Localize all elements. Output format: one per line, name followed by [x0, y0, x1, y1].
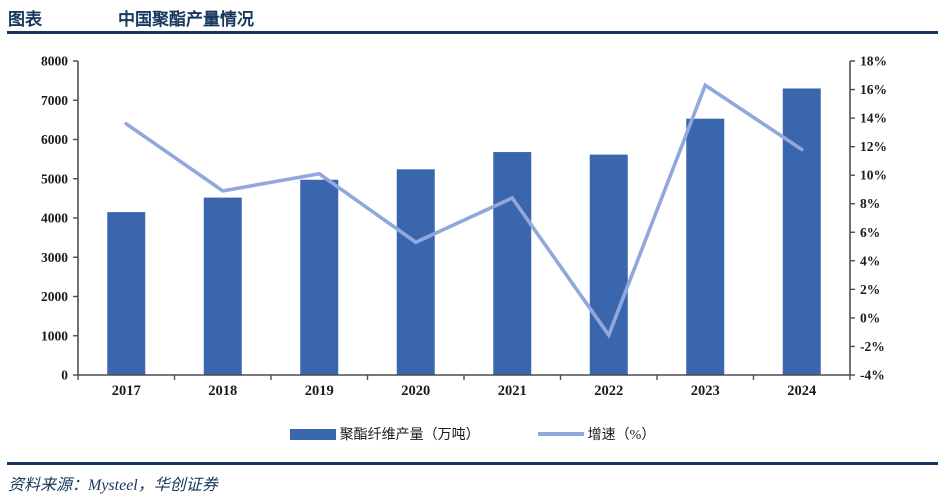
chart-area: 0 1000 2000 3000 4000 5000 6000 7000 8000 -4% -2% 0… — [0, 36, 945, 420]
bar-2017 — [107, 212, 146, 375]
figure-header: 图表 中国聚酯产量情况 — [0, 0, 945, 34]
x-axis-label-2020: 2020 — [401, 383, 430, 399]
growth-line — [124, 82, 804, 339]
right-axis-tick-label: 18% — [860, 54, 887, 69]
x-axis-label-2019: 2019 — [305, 383, 334, 399]
line-series-swatch — [537, 432, 584, 436]
bar-series-label: 聚酯纤维产量（万吨） — [339, 428, 480, 443]
x-axis-label-2018: 2018 — [208, 383, 237, 399]
footer-divider — [7, 462, 938, 465]
left-axis-tick-label: 4000 — [41, 211, 68, 226]
left-axis-tick-label: 3000 — [41, 250, 68, 265]
x-axis-label-2017: 2017 — [112, 383, 141, 399]
right-axis-tick-label: 10% — [860, 168, 887, 183]
right-axis-tick-label: 14% — [860, 111, 887, 126]
right-axis-tick-label: -2% — [860, 339, 885, 354]
right-axis-tick-label: 2% — [860, 282, 880, 297]
right-axis-tick-label: 12% — [860, 139, 887, 154]
right-axis-tick-label: 6% — [860, 225, 880, 240]
legend-item-production: 聚酯纤维产量（万吨） — [289, 424, 480, 444]
x-axis-label-2024: 2024 — [787, 383, 816, 399]
left-axis-tick-label: 0 — [61, 368, 68, 383]
legend-item-growth: 增速（%） — [537, 424, 656, 444]
left-axis-tick-label: 7000 — [41, 93, 68, 108]
left-axis-tick-label: 1000 — [41, 328, 68, 343]
right-axis-tick-label: -4% — [860, 368, 885, 383]
right-axis-tick-label: 8% — [860, 196, 880, 211]
figure-label: 图表 — [8, 10, 42, 29]
left-axis-tick-label: 2000 — [41, 289, 68, 304]
bar-2019 — [300, 179, 339, 375]
x-axis-label-2022: 2022 — [594, 383, 623, 399]
figure-title: 中国聚酯产量情况 — [118, 10, 254, 29]
combo-chart: 0 1000 2000 3000 4000 5000 6000 7000 8000 -4% -2% 0… — [41, 54, 887, 400]
right-axis-tick-label: 0% — [860, 310, 880, 325]
right-axis-tick-label: 16% — [860, 82, 887, 97]
bar-2024 — [782, 88, 821, 375]
x-axis-label-2021: 2021 — [498, 383, 527, 399]
header-divider — [7, 31, 938, 34]
bar-2020 — [396, 169, 435, 375]
left-axis-tick-label: 6000 — [41, 132, 68, 147]
left-axis-tick-label: 5000 — [41, 171, 68, 186]
line-series-label: 增速（%） — [587, 428, 656, 443]
bar-series-swatch — [289, 428, 336, 440]
x-axis-label-2023: 2023 — [691, 383, 720, 399]
left-axis-tick-label: 8000 — [41, 54, 68, 69]
bar-2022 — [589, 154, 628, 375]
bar-2023 — [686, 118, 725, 375]
chart-legend: 聚酯纤维产量（万吨） 增速（%） — [0, 424, 945, 444]
bar-2021 — [493, 152, 532, 375]
bar-2018 — [203, 197, 242, 375]
source-note: 资料来源：Mysteel，华创证券 — [8, 477, 218, 494]
right-axis-tick-label: 4% — [860, 253, 880, 268]
